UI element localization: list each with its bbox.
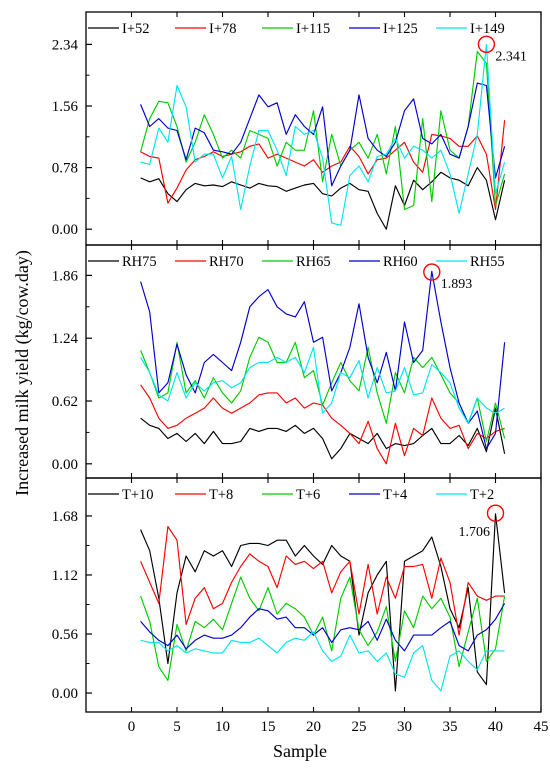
series-line-T+6	[140, 576, 506, 681]
x-tick-label: 0	[128, 719, 136, 735]
x-tick-label: 30	[397, 719, 412, 735]
y-tick-label: 0.62	[52, 394, 78, 410]
y-tick-label: 0.78	[52, 161, 78, 177]
x-tick-label: 15	[261, 719, 276, 735]
panel-frame	[85, 244, 542, 479]
x-tick-label: 25	[352, 719, 367, 735]
panel-2: 0.00 0.62 1.24 1.86 RH75 RH70 RH65 RH60 RH55 1.89…	[52, 244, 542, 479]
y-tick-label: 1.24	[52, 331, 79, 347]
legend-label: I+52	[122, 21, 150, 37]
x-axis: 0 5 10 15 20 25 30 35 40 45	[128, 719, 549, 735]
legend-label: T+10	[122, 487, 154, 503]
chart-panels: 0.00 0.78 1.56 2.34 I+52 I+78 I+115 I+125 I+149 2…	[52, 11, 549, 735]
series-line-RH75	[140, 407, 506, 460]
series-line-I+149	[140, 43, 506, 226]
y-tick-label: 1.56	[52, 99, 79, 115]
series-line-RH65	[140, 336, 506, 443]
peak-value-label: 1.893	[441, 277, 473, 292]
panel-3: 0.00 0.56 1.12 1.68 T+10 T+8 T+6 T+4 T+2 1.706	[52, 477, 542, 713]
y-tick-label: 1.68	[52, 509, 78, 525]
legend-label: RH75	[122, 254, 157, 270]
series-line-RH55	[140, 346, 505, 424]
x-tick-label: 35	[443, 719, 458, 735]
series-line-T+2	[140, 631, 505, 692]
panel-frame	[85, 11, 542, 246]
legend-label: T+2	[470, 487, 494, 503]
series-line-RH70	[140, 384, 505, 465]
series-line-I+78	[140, 120, 506, 211]
x-tick-label: 10	[215, 719, 230, 735]
y-tick-label: 1.12	[52, 568, 78, 584]
series-line-T+10	[140, 513, 506, 692]
legend-label: T+8	[209, 487, 233, 503]
peak-marker-circle	[486, 504, 505, 522]
panel-1: 0.00 0.78 1.56 2.34 I+52 I+78 I+115 I+125 I+149 2…	[52, 11, 542, 246]
series-line-I+52	[140, 167, 506, 230]
x-axis-title: Sample	[273, 741, 327, 761]
series-line-T+4	[140, 603, 506, 652]
y-tick-label: 0.56	[52, 627, 79, 643]
legend-label: RH55	[470, 254, 505, 270]
x-tick-label: 45	[534, 719, 549, 735]
panel-frame	[85, 477, 542, 713]
legend-label: T+6	[296, 487, 320, 503]
series-line-T+8	[140, 525, 505, 636]
x-tick-label: 20	[306, 719, 321, 735]
series-line-I+115	[140, 50, 506, 211]
y-tick-label: 2.34	[52, 37, 79, 53]
series-line-RH60	[140, 270, 506, 450]
peak-value-label: 1.706	[459, 525, 491, 540]
peak-marker-circle	[423, 263, 441, 281]
series-line-I+125	[140, 82, 506, 187]
x-tick-label: 40	[488, 719, 503, 735]
y-tick-label: 0.00	[52, 686, 78, 702]
y-tick-label: 0.00	[52, 457, 78, 473]
y-axis-title: Increased milk yield (kg/cow.day)	[12, 250, 33, 496]
legend-label: I+125	[383, 21, 418, 37]
peak-value-label: 2.341	[495, 49, 527, 64]
x-tick-label: 5	[173, 719, 181, 735]
y-tick-label: 0.00	[52, 222, 78, 238]
legend-label: RH65	[296, 254, 331, 270]
legend-label: T+4	[383, 487, 408, 503]
legend-label: RH60	[383, 254, 418, 270]
legend-label: RH70	[209, 254, 244, 270]
peak-marker-circle	[477, 35, 496, 54]
legend-label: I+115	[296, 21, 330, 37]
legend-label: I+78	[209, 21, 237, 37]
legend-label: I+149	[470, 21, 505, 37]
y-tick-label: 1.86	[52, 268, 79, 284]
